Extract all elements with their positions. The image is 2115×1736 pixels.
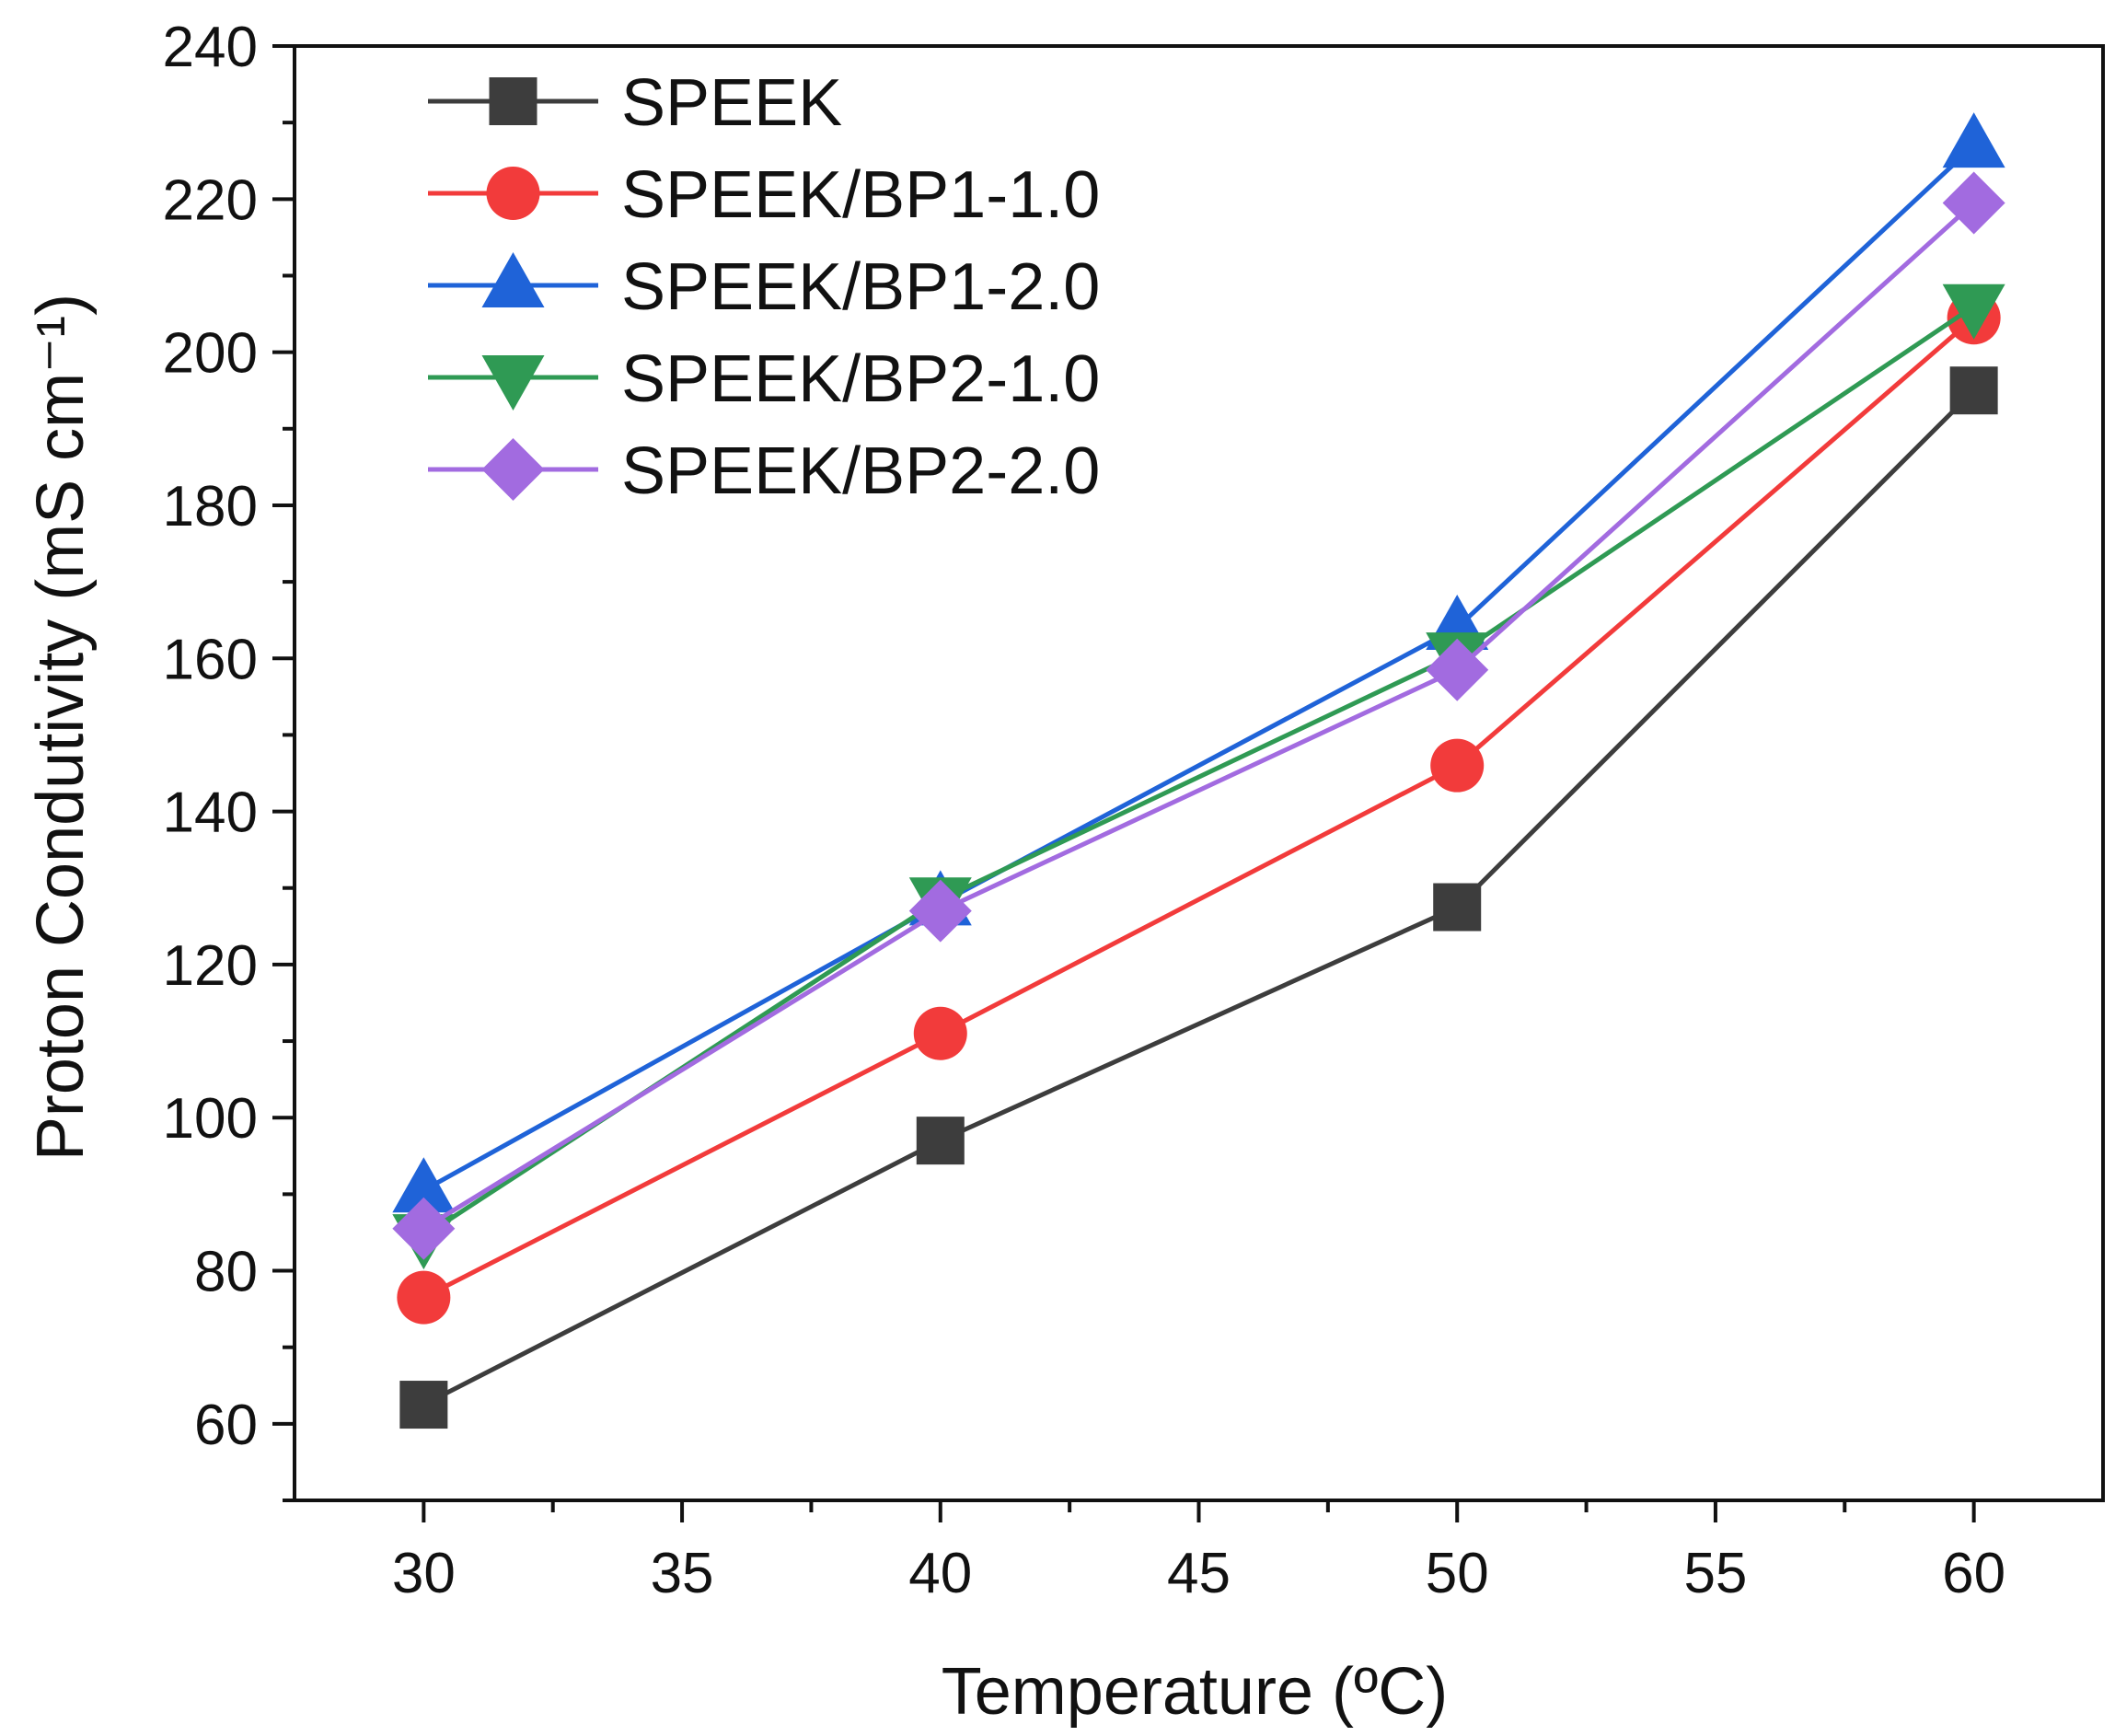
legend-entry-2: SPEEK/BP1-2.0 xyxy=(428,250,1100,324)
y-tick-label-80: 80 xyxy=(194,1241,258,1304)
y-axis-title: Proton Condutivity (mS cm⁻¹) xyxy=(24,294,98,1161)
x-tick-label-55: 55 xyxy=(1683,1542,1747,1605)
series-1-point-2 xyxy=(1430,738,1485,793)
series-0-point-3 xyxy=(1949,366,1998,415)
series-1-point-0 xyxy=(397,1270,451,1325)
series-4 xyxy=(392,171,2005,1260)
series-0 xyxy=(399,366,1998,1429)
legend-entry-4: SPEEK/BP2-2.0 xyxy=(428,434,1100,508)
series-3 xyxy=(392,284,2005,1270)
series-1-point-1 xyxy=(913,1006,967,1060)
y-tick-label-200: 200 xyxy=(163,322,258,386)
y-tick-label-120: 120 xyxy=(163,934,258,998)
legend-label-2: SPEEK/BP1-2.0 xyxy=(621,250,1100,324)
y-tick-label-140: 140 xyxy=(163,781,258,845)
legend-marker-0 xyxy=(489,77,537,125)
series-4-point-2 xyxy=(1426,638,1489,701)
series-4-point-3 xyxy=(1942,171,2005,235)
legend-label-4: SPEEK/BP2-2.0 xyxy=(621,434,1100,508)
series-0-point-2 xyxy=(1433,883,1482,932)
x-tick-label-60: 60 xyxy=(1942,1542,2005,1605)
legend-entry-1: SPEEK/BP1-1.0 xyxy=(428,158,1100,232)
x-tick-label-45: 45 xyxy=(1167,1542,1231,1605)
legend-entry-0: SPEEK xyxy=(428,66,842,140)
series-2-point-3 xyxy=(1942,112,2005,168)
legend-marker-1 xyxy=(486,167,540,220)
x-axis-title: Temperature (ºC) xyxy=(942,1655,1448,1729)
series-3-point-3 xyxy=(1942,284,2005,340)
legend-label-0: SPEEK xyxy=(621,66,842,140)
series-line-0 xyxy=(422,388,1976,1407)
series-2-point-0 xyxy=(392,1157,456,1213)
x-tick-label-35: 35 xyxy=(651,1542,714,1605)
legend-label-3: SPEEK/BP2-1.0 xyxy=(621,342,1100,416)
series-0-point-1 xyxy=(916,1117,965,1165)
series-line-4 xyxy=(422,201,1976,1231)
legend-marker-2 xyxy=(481,252,545,307)
series-4-point-0 xyxy=(392,1197,456,1260)
series-line-1 xyxy=(422,316,1976,1300)
series-0-point-0 xyxy=(399,1381,448,1429)
series-4-point-1 xyxy=(908,879,972,943)
legend-marker-4 xyxy=(481,438,545,501)
series-line-2 xyxy=(422,144,1976,1193)
y-tick-label-100: 100 xyxy=(163,1087,258,1151)
y-tick-label-180: 180 xyxy=(163,475,258,538)
x-tick-label-30: 30 xyxy=(392,1542,456,1605)
legend-marker-3 xyxy=(481,355,545,411)
y-tick-label-220: 220 xyxy=(163,168,258,232)
x-tick-label-40: 40 xyxy=(908,1542,972,1605)
y-tick-label-240: 240 xyxy=(163,16,258,79)
y-tick-label-160: 160 xyxy=(163,628,258,691)
x-tick-label-50: 50 xyxy=(1426,1542,1489,1605)
legend-entry-3: SPEEK/BP2-1.0 xyxy=(428,342,1100,416)
legend-label-1: SPEEK/BP1-1.0 xyxy=(621,158,1100,232)
y-tick-label-60: 60 xyxy=(194,1394,258,1457)
plot-frame xyxy=(293,44,2105,1502)
